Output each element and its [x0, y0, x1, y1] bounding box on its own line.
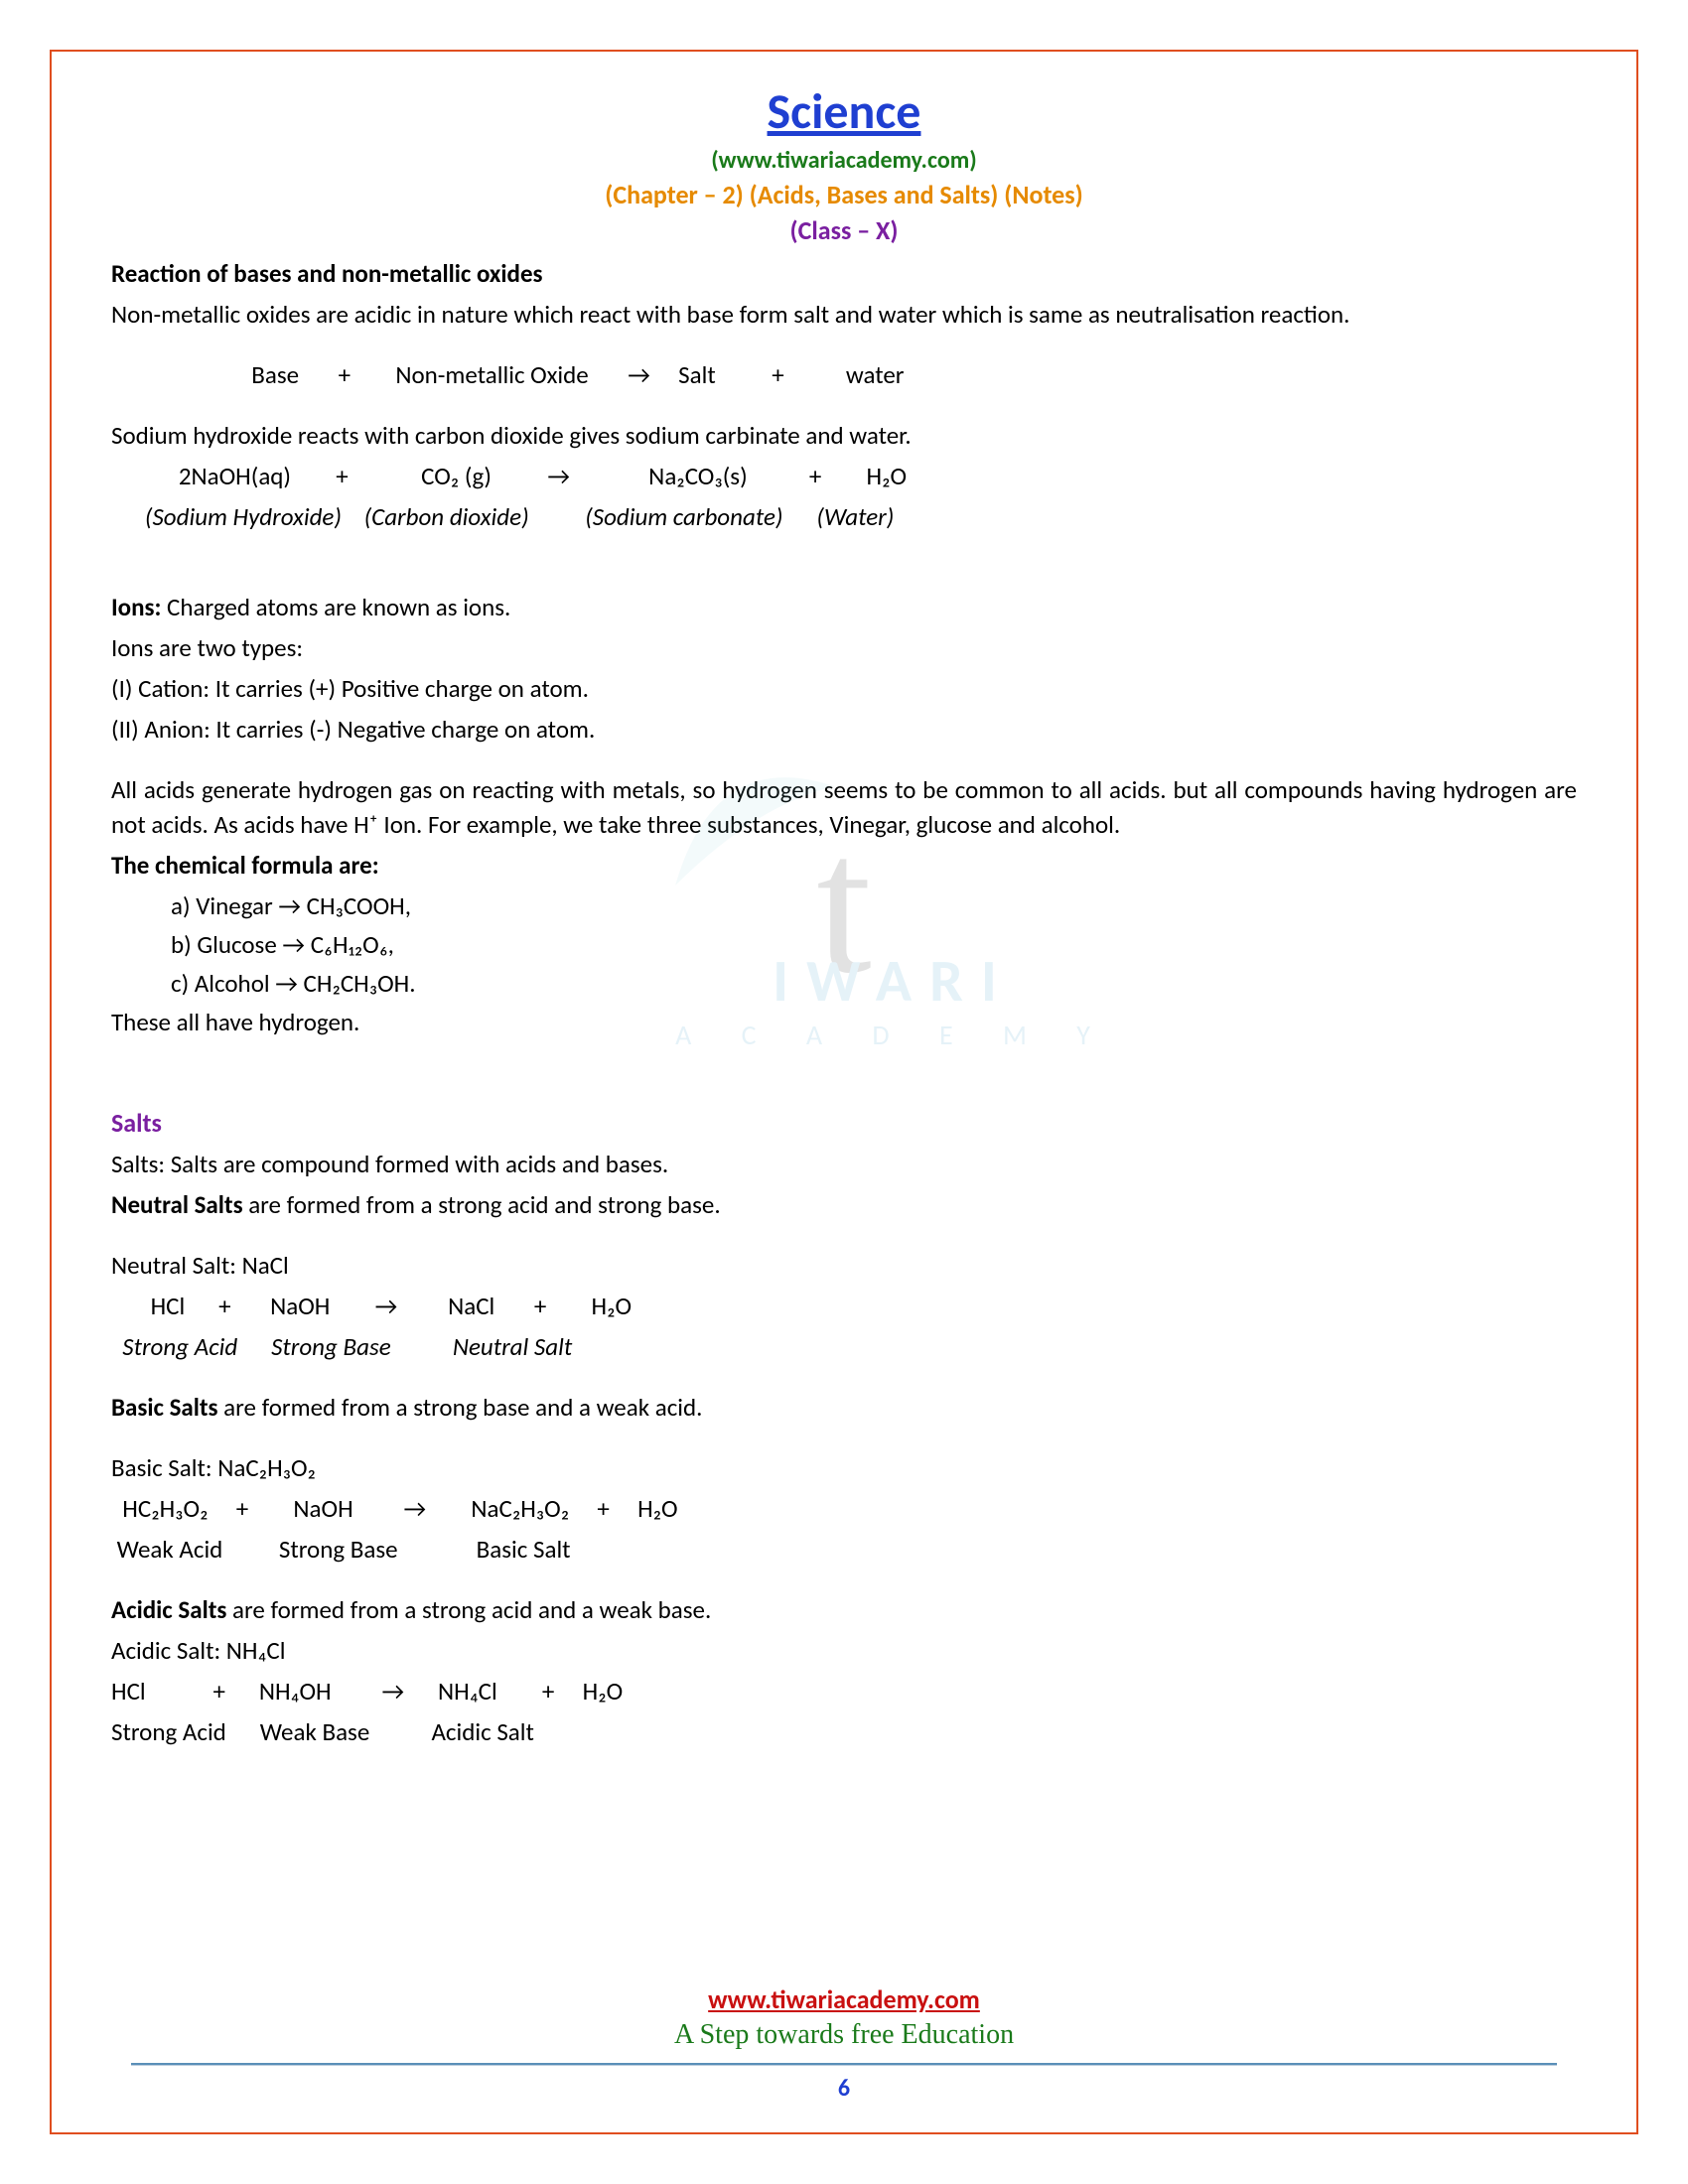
ions-label: Ions: [111, 592, 161, 622]
acidic-salts-t: are formed from a strong acid and a weak… [226, 1594, 711, 1625]
formula-vinegar: a) Vinegar → CH₃COOH, [171, 888, 1577, 923]
document-header: Science (www.tiwariacademy.com) (Chapter… [111, 81, 1577, 246]
basic-salts-t: are formed from a strong base and a weak… [218, 1392, 703, 1423]
content-frame: t IWARI A C A D E M Y Science (www.tiwar… [50, 50, 1638, 2134]
footer-divider [131, 2063, 1557, 2066]
basic-salt-name: Basic Salt: NaC₂H₃O₂ [111, 1450, 1577, 1485]
formula-glucose: b) Glucose → C₆H₁₂O₆, [171, 927, 1577, 962]
acidic-salt-name: Acidic Salt: NH₄Cl [111, 1633, 1577, 1668]
formula-close: These all have hydrogen. [111, 1005, 1577, 1039]
paragraph: Sodium hydroxide reacts with carbon diox… [111, 418, 1577, 453]
footer-tagline: A Step towards free Education [52, 2019, 1636, 2051]
page-number: 6 [52, 2074, 1636, 2103]
section-heading-1: Reaction of bases and non-metallic oxide… [111, 258, 543, 289]
page-footer: www.tiwariacademy.com A Step towards fre… [52, 1983, 1636, 2103]
page: t IWARI A C A D E M Y Science (www.tiwar… [0, 0, 1688, 2184]
acids-paragraph: All acids generate hydrogen gas on react… [111, 772, 1577, 842]
page-title: Science [111, 81, 1577, 142]
basic-eq: HC₂H₃O₂ + NaOH → NaC₂H₃O₂ + H₂O [111, 1491, 1577, 1526]
neutral-labels: Strong Acid Strong Base Neutral Salt [111, 1329, 1577, 1364]
ion-cation: (I) Cation: It carries (+) Positive char… [111, 671, 1577, 706]
paragraph: Non-metallic oxides are acidic in nature… [111, 297, 1577, 332]
acidic-eq: HCl + NH₄OH → NH₄Cl + H₂O [111, 1674, 1577, 1708]
acidic-salts-h: Acidic Salts [111, 1594, 226, 1625]
neutral-salts-t: are formed from a strong acid and strong… [243, 1189, 721, 1220]
website-link-top[interactable]: (www.tiwariacademy.com) [111, 146, 1577, 175]
ions-def: Charged atoms are known as ions. [161, 592, 510, 622]
salts-def: Salts: Salts are compound formed with ac… [111, 1147, 1577, 1181]
chapter-heading: (Chapter – 2) (Acids, Bases and Salts) (… [111, 179, 1577, 210]
ions-types-intro: Ions are two types: [111, 630, 1577, 665]
neutral-eq: HCl + NaOH → NaCl + H₂O [111, 1289, 1577, 1323]
salts-heading: Salts [111, 1105, 1577, 1141]
equation-general: Base + Non-metallic Oxide → Salt + water [111, 357, 1577, 392]
footer-website-link[interactable]: www.tiwariacademy.com [52, 1983, 1636, 2015]
class-heading: (Class – X) [111, 214, 1577, 246]
neutral-salt-name: Neutral Salt: NaCl [111, 1248, 1577, 1283]
basic-labels: Weak Acid Strong Base Basic Salt [111, 1532, 1577, 1567]
formula-alcohol: c) Alcohol → CH₂CH₃OH. [171, 966, 1577, 1001]
body-content: Reaction of bases and non-metallic oxide… [111, 256, 1577, 1749]
basic-salts-h: Basic Salts [111, 1392, 218, 1423]
equation-naoh: 2NaOH(aq) + CO₂ (g) → Na₂CO₃(s) + H₂O [111, 459, 1577, 493]
ion-anion: (II) Anion: It carries (-) Negative char… [111, 712, 1577, 747]
acidic-labels: Strong Acid Weak Base Acidic Salt [111, 1714, 1577, 1749]
formula-heading: The chemical formula are: [111, 850, 379, 881]
formula-list: a) Vinegar → CH₃COOH, b) Glucose → C₆H₁₂… [111, 888, 1577, 1001]
neutral-salts-h: Neutral Salts [111, 1189, 243, 1220]
equation-labels: (Sodium Hydroxide) (Carbon dioxide) (Sod… [111, 499, 1577, 534]
